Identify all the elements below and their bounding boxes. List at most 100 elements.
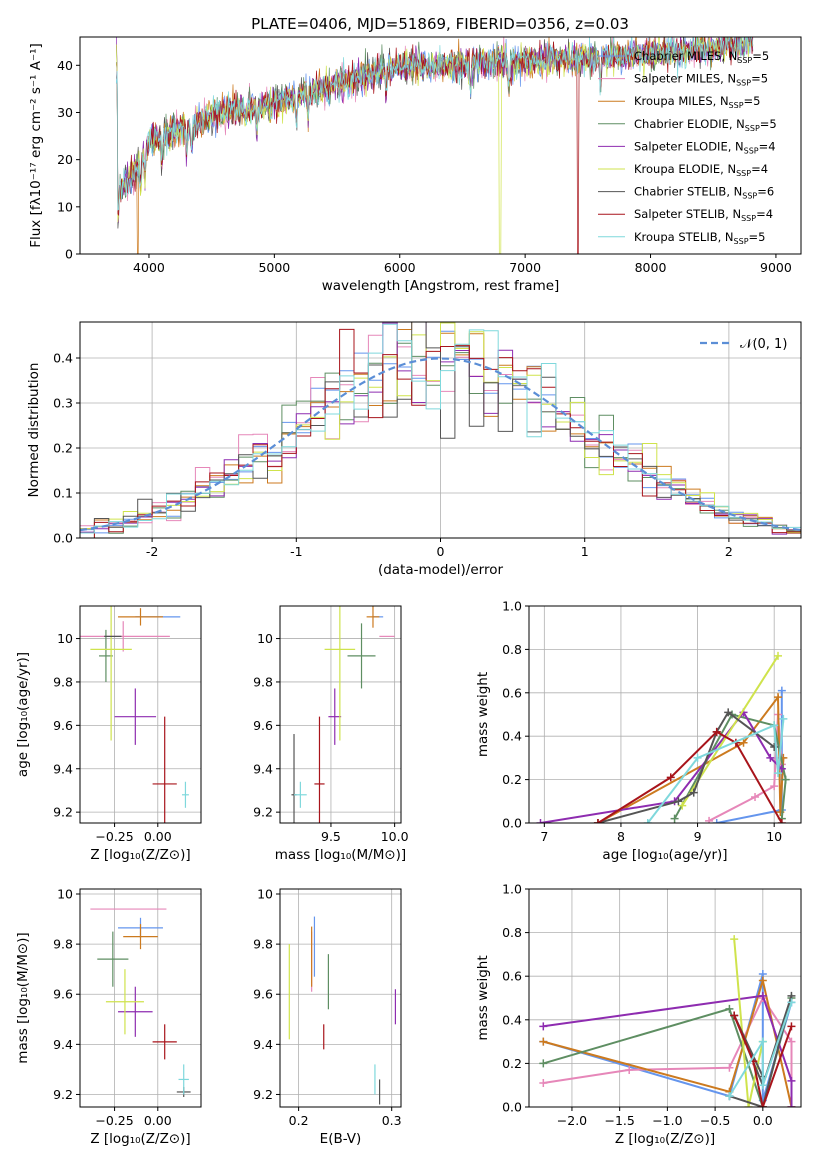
weight-marker — [678, 801, 687, 810]
x-tick-label: −1.5 — [604, 1113, 634, 1128]
y-tick-label: 9.8 — [253, 674, 273, 689]
y-tick-label: 0.8 — [502, 642, 522, 657]
weight-marker — [787, 1076, 796, 1085]
x-tick-label: 6000 — [384, 260, 416, 275]
weight-marker — [779, 714, 788, 723]
weight-series-5 — [733, 939, 764, 1107]
weight-marker — [724, 708, 733, 717]
y-tick-label: 40 — [57, 58, 73, 73]
legend-entry: Chabrier ELODIE, NSSP=5 — [634, 117, 777, 133]
weight-marker — [739, 738, 748, 747]
y-tick-label: 0.4 — [53, 351, 73, 366]
age-weight-panel: 7 8 9 10 0.0 0.2 0.4 0.6 0.8 1.0 age [log₁₀(age/yr… — [475, 599, 802, 863]
y-tick-label: 10 — [57, 887, 73, 902]
x-tick-label: 0.2 — [289, 1113, 309, 1128]
metallicity-mass-panel: −0.25 0.00 9.2 9.4 9.6 9.8 10 Z [log₁₀(Z/Z⊙)] ma… — [15, 887, 202, 1147]
errorbar-point-3 — [97, 931, 129, 987]
weight-marker — [705, 816, 714, 823]
errorbar-point-5 — [105, 969, 144, 1035]
axes-frame — [79, 36, 802, 255]
y-tick-label: 9.6 — [253, 718, 273, 733]
weight-marker — [758, 976, 767, 985]
y-tick-label: 1.0 — [502, 599, 522, 614]
weight-marker — [777, 686, 786, 695]
y-tick-label: 9.4 — [253, 1037, 273, 1052]
plot-area — [90, 908, 191, 1097]
weight-marker — [689, 788, 698, 797]
y-tick-label: 9.2 — [253, 805, 273, 820]
x-tick-label: -1 — [290, 544, 302, 559]
legend-entry: Chabrier STELIB, NSSP=6 — [634, 185, 774, 201]
weight-marker — [758, 991, 767, 1000]
x-tick-label: 5000 — [258, 260, 290, 275]
y-tick-label: 9.8 — [253, 937, 273, 952]
weight-marker — [725, 1004, 734, 1013]
y-tick-label: 9.4 — [53, 761, 73, 776]
weight-marker — [712, 819, 721, 823]
y-tick-label: 0.4 — [502, 1012, 522, 1027]
x-tick-label: −1.0 — [652, 1113, 682, 1128]
spectrum-line-7 — [116, 37, 753, 254]
y-axis-label: mass weight — [475, 672, 491, 757]
x-tick-label: 0.00 — [144, 829, 172, 844]
errorbar-point-2 — [123, 924, 158, 950]
x-tick-label: 8000 — [635, 260, 667, 275]
x-tick-label: -2 — [146, 544, 158, 559]
y-axis-label: Normed distribution — [26, 363, 42, 498]
residuals-legend: 𝒩(0, 1) — [700, 337, 787, 352]
metallicity-weight-panel: −2.0 −1.5 −1.0 −0.5 0.0 0.0 0.2 0.4 0.6 0.8 1.0 Z [… — [475, 882, 802, 1147]
weight-marker — [539, 1022, 548, 1031]
x-axis-label: (data-model)/error — [378, 562, 504, 578]
errorbar-point-7 — [152, 716, 177, 823]
y-tick-label: 0.2 — [502, 1056, 522, 1071]
errorbar-point-7 — [152, 1024, 177, 1060]
y-tick-label: 9.4 — [253, 761, 273, 776]
figure-title: PLATE=0406, MJD=51869, FIBERID=0356, z=0… — [251, 15, 629, 33]
errorbar-point-5 — [324, 606, 356, 741]
legend-entry: Salpeter STELIB, NSSP=4 — [634, 207, 773, 223]
errorbar-point-2 — [366, 606, 380, 628]
legend-entry: Chabrier MILES, NSSP=5 — [634, 49, 769, 65]
axes-frame — [279, 605, 402, 824]
plot-area — [539, 935, 796, 1107]
weight-series-7 — [733, 1015, 793, 1107]
y-tick-label: 0.6 — [502, 685, 522, 700]
weight-series-0 — [716, 690, 783, 823]
weight-marker — [666, 773, 675, 782]
axes-frame — [279, 888, 402, 1108]
y-tick-label: 30 — [57, 105, 73, 120]
axes-frame — [79, 888, 202, 1108]
residuals-panel: -2 -1 0 1 2 0.0 0.1 0.2 0.3 0.4 (data-model)/error… — [26, 321, 802, 578]
y-tick-label: 0.0 — [502, 1100, 522, 1115]
metallicity-age-panel: −0.25 0.00 9.2 9.4 9.6 9.8 10 Z [log₁₀(Z/Z⊙)] ag… — [15, 605, 202, 863]
weight-series-2 — [597, 694, 785, 823]
x-axis-label: E(B-V) — [320, 1131, 362, 1147]
x-tick-label: 4000 — [133, 260, 165, 275]
errorbar-point-4 — [114, 688, 157, 745]
x-tick-label: −2.0 — [557, 1113, 587, 1128]
weight-marker — [787, 998, 796, 1007]
y-tick-label: 0.6 — [502, 969, 522, 984]
weight-marker — [593, 819, 602, 823]
errorbar-point-8 — [181, 781, 189, 808]
plot-area — [116, 37, 754, 254]
y-tick-label: 10 — [257, 887, 273, 902]
legend-entry: 𝒩(0, 1) — [740, 337, 787, 352]
x-tick-label: 8 — [617, 829, 625, 844]
ebv-mass-panel: 0.2 0.3 9.2 9.4 9.6 9.8 10 E(B-V) — [253, 887, 402, 1147]
errorbar-point-1 — [80, 621, 170, 652]
x-axis-label: Z [log₁₀(Z/Z⊙)] — [90, 1131, 190, 1147]
y-axis-label: Flux [fλ10⁻¹⁷ erg cm⁻² s⁻¹ A⁻¹] — [28, 43, 44, 248]
errorbar-point-4 — [118, 986, 153, 1037]
spectrum-legend: Chabrier MILES, NSSP=5 Salpeter MILES, NS… — [598, 49, 777, 246]
x-tick-label: 10 — [766, 829, 782, 844]
axes-frame — [528, 605, 802, 824]
weight-marker — [730, 935, 739, 944]
axes-frame — [79, 605, 202, 824]
y-tick-label: 9.4 — [53, 1037, 73, 1052]
weight-marker — [758, 1081, 767, 1090]
y-tick-label: 9.2 — [53, 1087, 73, 1102]
weight-marker — [539, 1079, 548, 1088]
legend-entry: Kroupa STELIB, NSSP=5 — [634, 230, 765, 246]
